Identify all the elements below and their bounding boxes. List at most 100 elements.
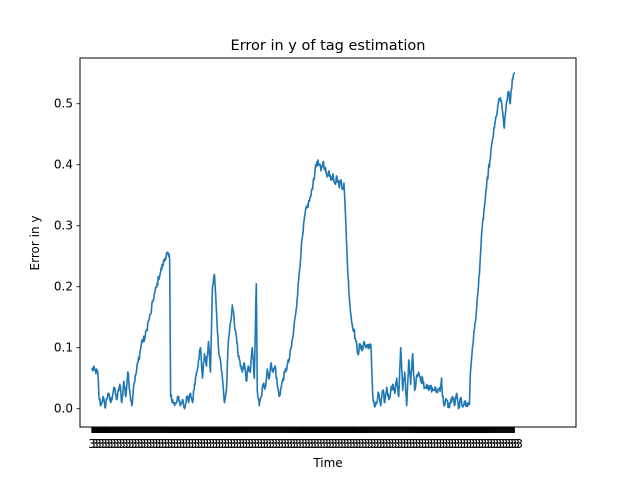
x-tick-label: 3 — [399, 437, 407, 451]
x-tick-label: 3 — [106, 437, 114, 451]
x-tick-label: 3 — [423, 437, 431, 451]
x-tick-label: 3 — [244, 437, 252, 451]
y-tick-label: 0.4 — [54, 158, 73, 172]
x-tick-label: 3 — [336, 437, 344, 451]
x-tick-label: 3 — [378, 437, 386, 451]
x-tick-label: 3 — [348, 437, 356, 451]
y-tick-label: 0.2 — [54, 280, 73, 294]
plot-frame — [79, 57, 577, 428]
x-tick-label: 3 — [309, 437, 317, 451]
x-tick-label: 3 — [390, 437, 398, 451]
x-tick-label: 3 — [360, 437, 368, 451]
x-tick-label: 3 — [270, 437, 278, 451]
x-tick-label: 3 — [468, 437, 476, 451]
x-tick-label: 3 — [196, 437, 204, 451]
x-tick-label: 3 — [459, 437, 467, 451]
x-tick-label: 3 — [515, 437, 523, 451]
x-tick-label: 3 — [145, 437, 153, 451]
x-tick-label: 3 — [474, 437, 482, 451]
x-tick-label: 3 — [492, 437, 500, 451]
x-tick-label: 3 — [139, 437, 147, 451]
y-tick-label: 0.1 — [54, 341, 73, 355]
x-tick-label: 3 — [372, 437, 380, 451]
x-tick-label: 3 — [477, 437, 485, 451]
x-tick-label: 3 — [223, 437, 231, 451]
x-tick-label: 3 — [414, 437, 422, 451]
x-tick-label: 3 — [402, 437, 410, 451]
y-tick-label: 0.3 — [54, 219, 73, 233]
x-tick-label: 3 — [345, 437, 353, 451]
x-tick-label: 3 — [426, 437, 434, 451]
x-tick-label: 3 — [441, 437, 449, 451]
x-tick-label: 3 — [258, 437, 266, 451]
x-tick-label: 3 — [157, 437, 165, 451]
x-tick-label: 3 — [375, 437, 383, 451]
x-tick-label: 3 — [282, 437, 290, 451]
x-axis-label: Time — [312, 456, 342, 470]
x-tick-label: 3 — [366, 437, 374, 451]
x-tick-label: 3 — [249, 437, 257, 451]
x-tick-label: 3 — [509, 437, 517, 451]
x-tick-label: 3 — [429, 437, 437, 451]
x-tick-label: 3 — [315, 437, 323, 451]
x-tick-label: 3 — [342, 437, 350, 451]
x-tick-label: 3 — [456, 437, 464, 451]
x-tick-label: 3 — [160, 437, 168, 451]
x-tick-label: 3 — [246, 437, 254, 451]
x-tick-label: 3 — [121, 437, 129, 451]
x-tick-label: 3 — [178, 437, 186, 451]
x-tick-label: 3 — [169, 437, 177, 451]
x-tick-label: 3 — [327, 437, 335, 451]
x-tick-label: 3 — [351, 437, 359, 451]
chart-title: Error in y of tag estimation — [231, 38, 426, 54]
x-tick-label: 3 — [214, 437, 222, 451]
y-axis-ticks: 0.0 0.1 0.2 0.3 0.4 0.5 — [54, 97, 80, 416]
x-tick-label: 3 — [279, 437, 287, 451]
x-tick-label: 3 — [187, 437, 195, 451]
x-tick-label: 3 — [193, 437, 201, 451]
x-tick-label: 3 — [297, 437, 305, 451]
x-tick-label: 3 — [172, 437, 180, 451]
x-tick-label: 3 — [369, 437, 377, 451]
x-tick-label: 3 — [294, 437, 302, 451]
x-tick-label: 3 — [115, 437, 123, 451]
x-tick-label: 3 — [199, 437, 207, 451]
x-tick-label: 3 — [465, 437, 473, 451]
x-tick-label: 3 — [330, 437, 338, 451]
x-tick-label: 3 — [387, 437, 395, 451]
x-tick-label: 3 — [220, 437, 228, 451]
x-tick-label: 3 — [238, 437, 246, 451]
x-tick-label: 3 — [264, 437, 272, 451]
x-tick-label: 3 — [420, 437, 428, 451]
x-tick-label: 3 — [489, 437, 497, 451]
x-tick-label: 3 — [252, 437, 260, 451]
x-tick-label: 3 — [384, 437, 392, 451]
x-tick-label: 3 — [486, 437, 494, 451]
x-tick-label: 3 — [226, 437, 234, 451]
x-tick-label: 3 — [148, 437, 156, 451]
x-tick-label: 3 — [435, 437, 443, 451]
x-tick-label: 3 — [217, 437, 225, 451]
x-tick-label: 3 — [109, 437, 117, 451]
x-tick-label: 3 — [303, 437, 311, 451]
x-tick-label: 3 — [300, 437, 308, 451]
x-tick-label: 3 — [136, 437, 144, 451]
x-tick-label: 3 — [211, 437, 219, 451]
x-tick-label: 3 — [396, 437, 404, 451]
x-tick-label: 3 — [118, 437, 126, 451]
x-tick-label: 3 — [154, 437, 162, 451]
x-tick-label: 3 — [103, 437, 111, 451]
x-tick-label: 3 — [291, 437, 299, 451]
x-tick-label: 3 — [255, 437, 263, 451]
x-tick-label: 3 — [151, 437, 159, 451]
x-tick-label: 3 — [261, 437, 269, 451]
x-tick-label: 3 — [503, 437, 511, 451]
x-tick-label: 3 — [229, 437, 237, 451]
x-tick-label: 3 — [363, 437, 371, 451]
x-tick-label: 3 — [321, 437, 329, 451]
series-line — [90, 72, 516, 410]
x-tick-label: 3 — [175, 437, 183, 451]
x-tick-label: 3 — [357, 437, 365, 451]
x-tick-label: 3 — [411, 437, 419, 451]
